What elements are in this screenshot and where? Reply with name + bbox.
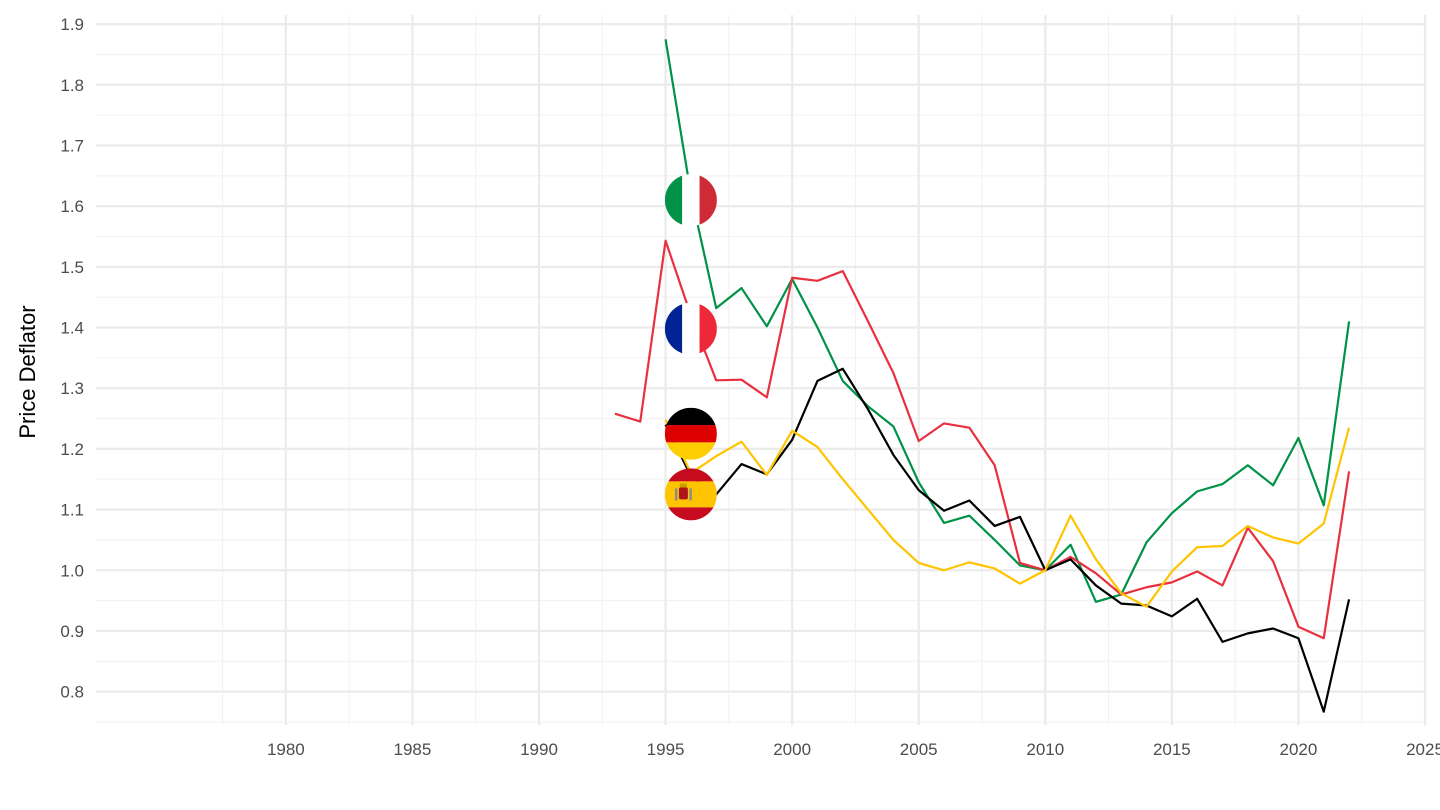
y-tick-label: 1.0: [60, 561, 84, 580]
germany-series-line: [664, 367, 1351, 713]
x-tick-label: 2015: [1153, 740, 1191, 759]
y-tick-label: 1.6: [60, 197, 84, 216]
series-lines: [614, 39, 1351, 713]
flag-markers: [664, 174, 717, 521]
y-axis-title: Price Deflator: [15, 305, 40, 438]
y-tick-label: 1.7: [60, 136, 84, 155]
germany-flag-icon: [664, 407, 717, 460]
y-tick-label: 1.9: [60, 15, 84, 34]
y-axis-tick-labels: 0.8 0.9 1.0 1.1 1.2 1.3 1.4 1.5 1.6 1.7 1.8 1.9: [60, 15, 84, 702]
x-tick-label: 2010: [1026, 740, 1064, 759]
y-tick-label: 1.4: [60, 319, 84, 338]
y-tick-label: 1.3: [60, 379, 84, 398]
x-tick-label: 2020: [1280, 740, 1318, 759]
x-tick-label: 2000: [773, 740, 811, 759]
minor-gridlines: [96, 15, 1425, 725]
italy-flag-icon: [664, 174, 717, 227]
x-tick-label: 1995: [647, 740, 685, 759]
y-tick-label: 1.2: [60, 440, 84, 459]
y-tick-label: 0.8: [60, 683, 84, 702]
major-gridlines: [96, 15, 1427, 725]
y-tick-label: 1.5: [60, 258, 84, 277]
spain-series-line: [664, 419, 1351, 608]
x-tick-label: 2005: [900, 740, 938, 759]
france-series-line: [614, 239, 1351, 640]
spain-flag-icon: [664, 468, 717, 521]
x-tick-label: 1990: [520, 740, 558, 759]
x-tick-label: 1980: [267, 740, 305, 759]
y-tick-label: 0.9: [60, 622, 84, 641]
italy-series-line: [664, 39, 1351, 603]
y-tick-label: 1.8: [60, 76, 84, 95]
x-axis-tick-labels: 1980 1985 1990 1995 2000 2005 2010 2015 2020 2025: [267, 740, 1440, 759]
france-flag-icon: [664, 302, 717, 355]
y-tick-label: 1.1: [60, 501, 84, 520]
x-tick-label: 2025: [1406, 740, 1440, 759]
x-tick-label: 1985: [394, 740, 432, 759]
